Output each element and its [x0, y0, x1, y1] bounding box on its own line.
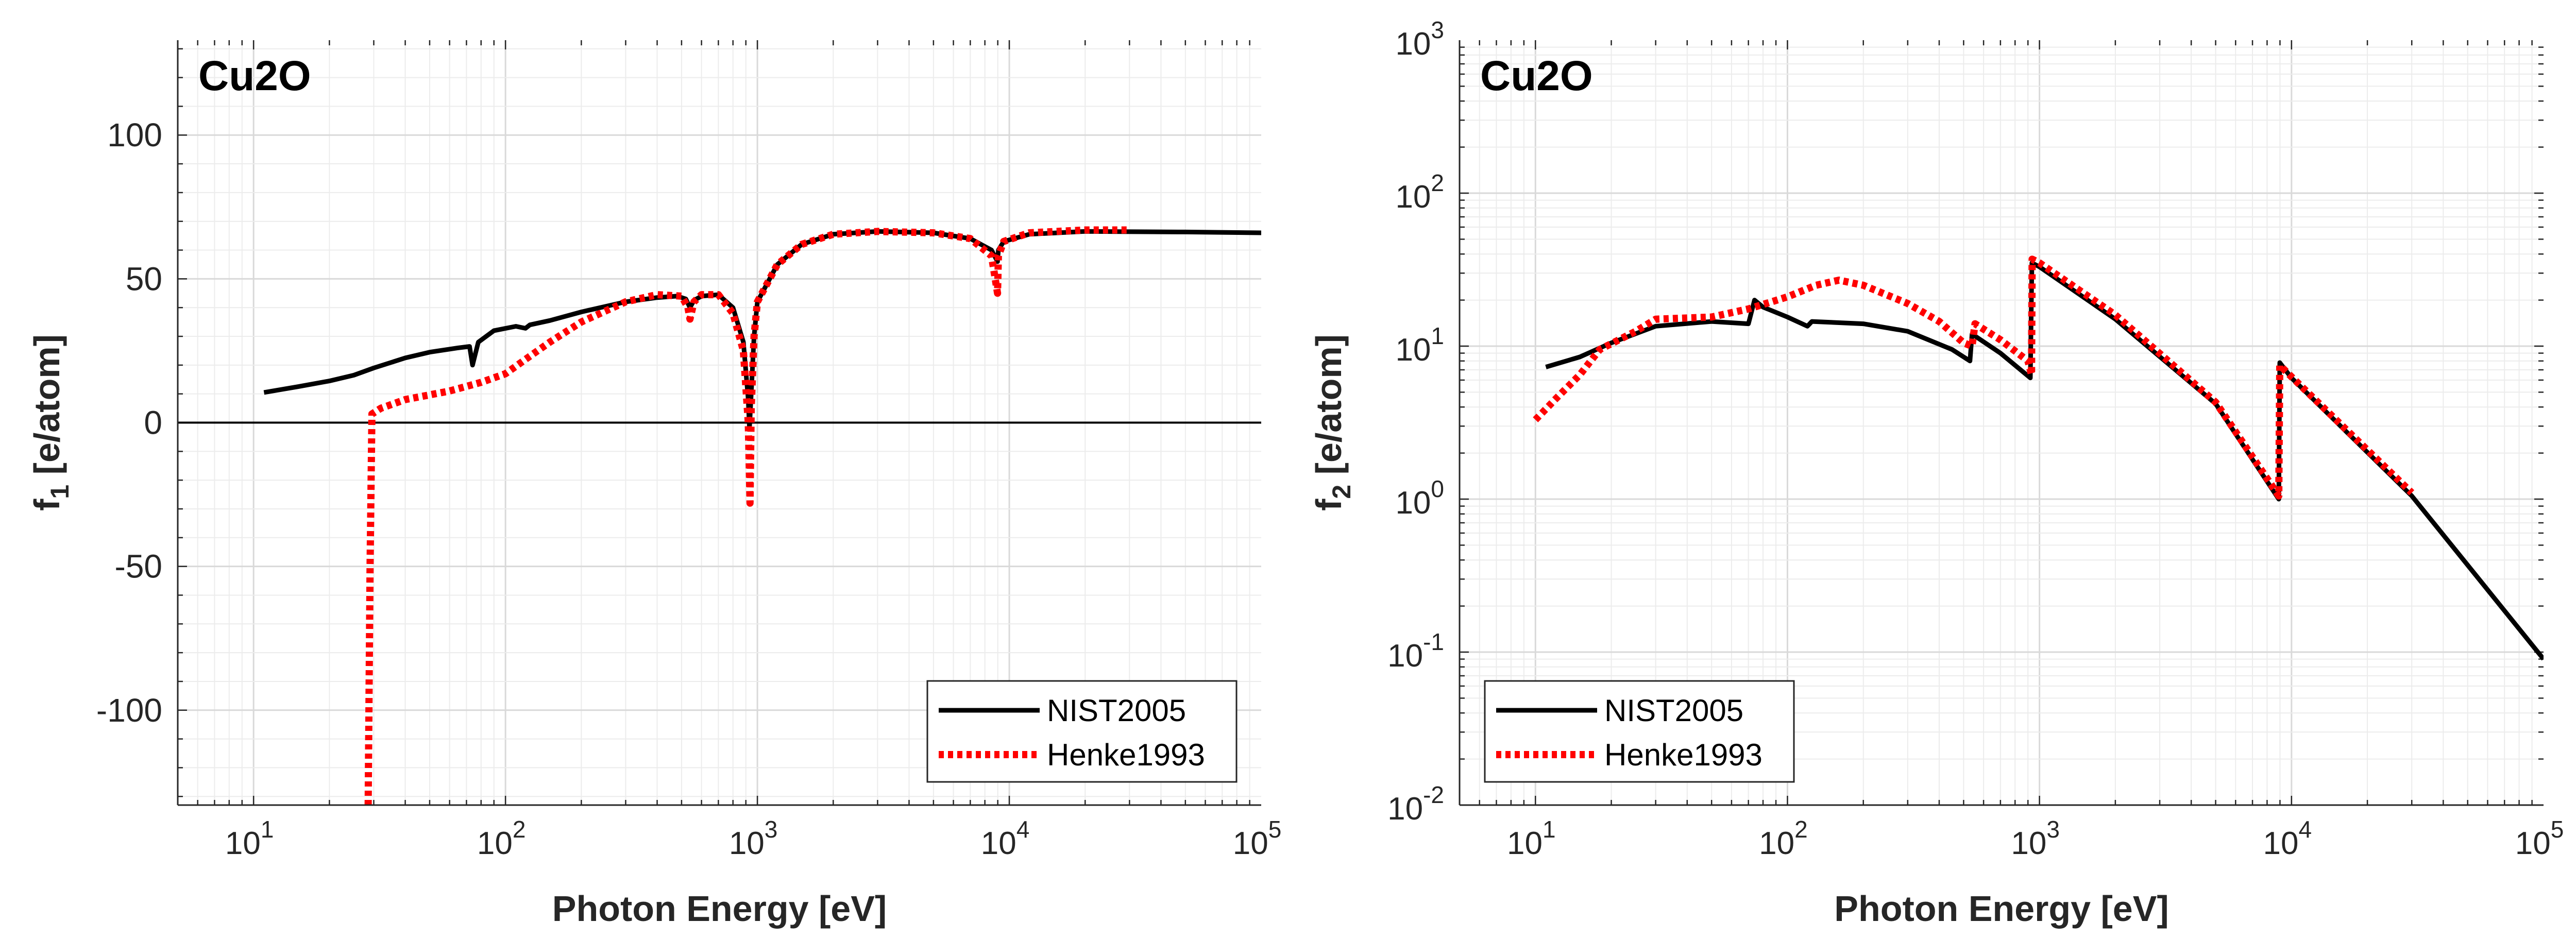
legend: NIST2005 Henke1993 [1484, 680, 1795, 783]
x-tick-label: 102 [477, 816, 526, 861]
series-line-henke1993 [364, 226, 1130, 805]
series-line-henke1993 [1533, 255, 2415, 500]
y-tick-label: 100 [107, 116, 162, 153]
x-tick-label: 103 [729, 816, 778, 861]
series-line-nist2005 [263, 229, 1261, 431]
chart-panel-1: 101 102 103 104 105 -100 -50 0 50 100 Cu2O Photon E… [27, 40, 1281, 929]
x-tick-label: 104 [981, 816, 1030, 861]
plot-area [1460, 40, 2544, 805]
legend: NIST2005 Henke1993 [926, 680, 1238, 783]
y-tick-label: 101 [1395, 322, 1444, 368]
y-axis-label: f2 [e/atom] [1309, 334, 1356, 511]
x-axis-label: Photon Energy [eV] [552, 889, 887, 929]
x-tick-label: 103 [2011, 816, 2060, 861]
y-tick-label: 102 [1395, 169, 1444, 215]
legend-label: NIST2005 [1047, 693, 1186, 728]
x-tick-label: 105 [2515, 816, 2564, 861]
x-axis-label: Photon Energy [eV] [1834, 889, 2168, 929]
chart-panel-2: 101 102 103 104 105 10-2 10-1 100 101 102 103 Cu2O P… [1309, 16, 2564, 929]
legend-label: Henke1993 [1604, 738, 1762, 772]
y-tick-label: 10-1 [1387, 628, 1444, 674]
y-axis-label: f1 [e/atom] [27, 334, 74, 511]
panel-title: Cu2O [1480, 53, 1593, 99]
x-tick-label: 101 [225, 816, 274, 861]
y-tick-label: -50 [115, 548, 163, 585]
legend-label: Henke1993 [1047, 738, 1205, 772]
y-tick-label: -100 [96, 692, 162, 729]
legend-box [1484, 680, 1795, 783]
y-tick-label: 103 [1395, 16, 1444, 62]
x-tick-label: 104 [2263, 816, 2312, 861]
y-tick-label: 100 [1395, 475, 1444, 521]
y-tick-label: 10-2 [1387, 781, 1444, 827]
y-tick-label: 50 [126, 260, 162, 297]
panel-title: Cu2O [198, 53, 311, 99]
x-tick-label: 105 [1233, 816, 1282, 861]
y-tick-label: 0 [144, 404, 162, 441]
x-tick-label: 101 [1507, 816, 1556, 861]
legend-label: NIST2005 [1604, 693, 1743, 728]
series-line-nist2005 [1545, 260, 2544, 661]
legend-box [926, 680, 1238, 783]
grid-lines [1459, 40, 2544, 806]
x-tick-label: 102 [1759, 816, 1808, 861]
